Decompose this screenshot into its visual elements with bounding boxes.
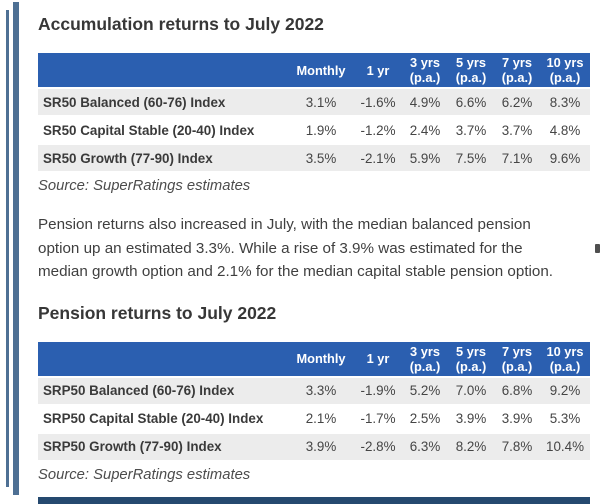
pension-returns-table: Monthly 1 yr 3 yrs (p.a.) 5 yrs (p.a.) 7…: [38, 341, 590, 462]
table-row: SRP50 Balanced (60-76) Index 3.3% -1.9% …: [38, 377, 590, 406]
value-cell: -1.7%: [354, 405, 402, 434]
value-cell: 9.2%: [540, 377, 590, 406]
table-row: SR50 Capital Stable (20-40) Index 1.9% -…: [38, 117, 590, 146]
value-cell: 5.3%: [540, 405, 590, 434]
value-cell: 8.2%: [448, 433, 494, 462]
row-label: SRP50 Capital Stable (20-40) Index: [38, 405, 288, 434]
value-cell: 3.7%: [448, 117, 494, 146]
value-cell: 4.9%: [402, 89, 448, 118]
value-cell: 3.9%: [494, 405, 540, 434]
accent-bar-thin: [6, 10, 9, 487]
row-label: SRP50 Growth (77-90) Index: [38, 433, 288, 462]
column-header-5yrs: 5 yrs (p.a.): [448, 341, 494, 378]
value-cell: 7.8%: [494, 433, 540, 462]
clipped-text-fragment: [595, 244, 600, 253]
row-label: SR50 Balanced (60-76) Index: [38, 89, 288, 118]
value-cell: 3.1%: [288, 89, 354, 118]
row-label: SR50 Growth (77-90) Index: [38, 145, 288, 174]
partial-next-section-bar: [38, 497, 590, 504]
table-row: SR50 Growth (77-90) Index 3.5% -2.1% 5.9…: [38, 145, 590, 174]
table-header-row: Monthly 1 yr 3 yrs (p.a.) 5 yrs (p.a.) 7…: [38, 53, 590, 90]
value-cell: 6.2%: [494, 89, 540, 118]
value-cell: 2.1%: [288, 405, 354, 434]
value-cell: -1.2%: [354, 117, 402, 146]
column-header-3yrs: 3 yrs (p.a.): [402, 341, 448, 378]
value-cell: 3.7%: [494, 117, 540, 146]
value-cell: -2.1%: [354, 145, 402, 174]
value-cell: 2.4%: [402, 117, 448, 146]
column-header-5yrs: 5 yrs (p.a.): [448, 53, 494, 90]
column-header-1yr: 1 yr: [354, 341, 402, 378]
value-cell: 8.3%: [540, 89, 590, 118]
value-cell: 3.9%: [448, 405, 494, 434]
source-note: Source: SuperRatings estimates: [38, 178, 251, 195]
table-row: SRP50 Growth (77-90) Index 3.9% -2.8% 6.…: [38, 433, 590, 462]
pension-section-title: Pension returns to July 2022: [38, 302, 277, 323]
column-header-7yrs: 7 yrs (p.a.): [494, 53, 540, 90]
table-row: SRP50 Capital Stable (20-40) Index 2.1% …: [38, 405, 590, 434]
column-header-monthly: Monthly: [288, 53, 354, 90]
value-cell: -1.9%: [354, 377, 402, 406]
accumulation-returns-table: Monthly 1 yr 3 yrs (p.a.) 5 yrs (p.a.) 7…: [38, 53, 590, 174]
row-label: SR50 Capital Stable (20-40) Index: [38, 117, 288, 146]
value-cell: 6.6%: [448, 89, 494, 118]
value-cell: 3.5%: [288, 145, 354, 174]
value-cell: 9.6%: [540, 145, 590, 174]
value-cell: 10.4%: [540, 433, 590, 462]
column-header-3yrs: 3 yrs (p.a.): [402, 53, 448, 90]
table-corner-cell: [38, 341, 288, 378]
column-header-1yr: 1 yr: [354, 53, 402, 90]
value-cell: 6.8%: [494, 377, 540, 406]
value-cell: 7.5%: [448, 145, 494, 174]
value-cell: 7.1%: [494, 145, 540, 174]
value-cell: 3.9%: [288, 433, 354, 462]
column-header-10yrs: 10 yrs (p.a.): [540, 341, 590, 378]
value-cell: 5.2%: [402, 377, 448, 406]
source-note: Source: SuperRatings estimates: [38, 466, 251, 483]
article-content: Accumulation returns to July 2022 Monthl…: [38, 14, 590, 485]
value-cell: 4.8%: [540, 117, 590, 146]
value-cell: 7.0%: [448, 377, 494, 406]
accumulation-section-title: Accumulation returns to July 2022: [38, 14, 324, 34]
column-header-10yrs: 10 yrs (p.a.): [540, 53, 590, 90]
value-cell: 3.3%: [288, 377, 354, 406]
value-cell: 5.9%: [402, 145, 448, 174]
table-header-row: Monthly 1 yr 3 yrs (p.a.) 5 yrs (p.a.) 7…: [38, 341, 590, 378]
row-label: SRP50 Balanced (60-76) Index: [38, 377, 288, 406]
value-cell: -1.6%: [354, 89, 402, 118]
body-paragraph: Pension returns also increased in July, …: [38, 216, 554, 281]
column-header-7yrs: 7 yrs (p.a.): [494, 341, 540, 378]
value-cell: 1.9%: [288, 117, 354, 146]
accent-bar-thick: [13, 2, 19, 495]
value-cell: 6.3%: [402, 433, 448, 462]
value-cell: -2.8%: [354, 433, 402, 462]
table-row: SR50 Balanced (60-76) Index 3.1% -1.6% 4…: [38, 89, 590, 118]
column-header-monthly: Monthly: [288, 341, 354, 378]
table-corner-cell: [38, 53, 288, 90]
value-cell: 2.5%: [402, 405, 448, 434]
